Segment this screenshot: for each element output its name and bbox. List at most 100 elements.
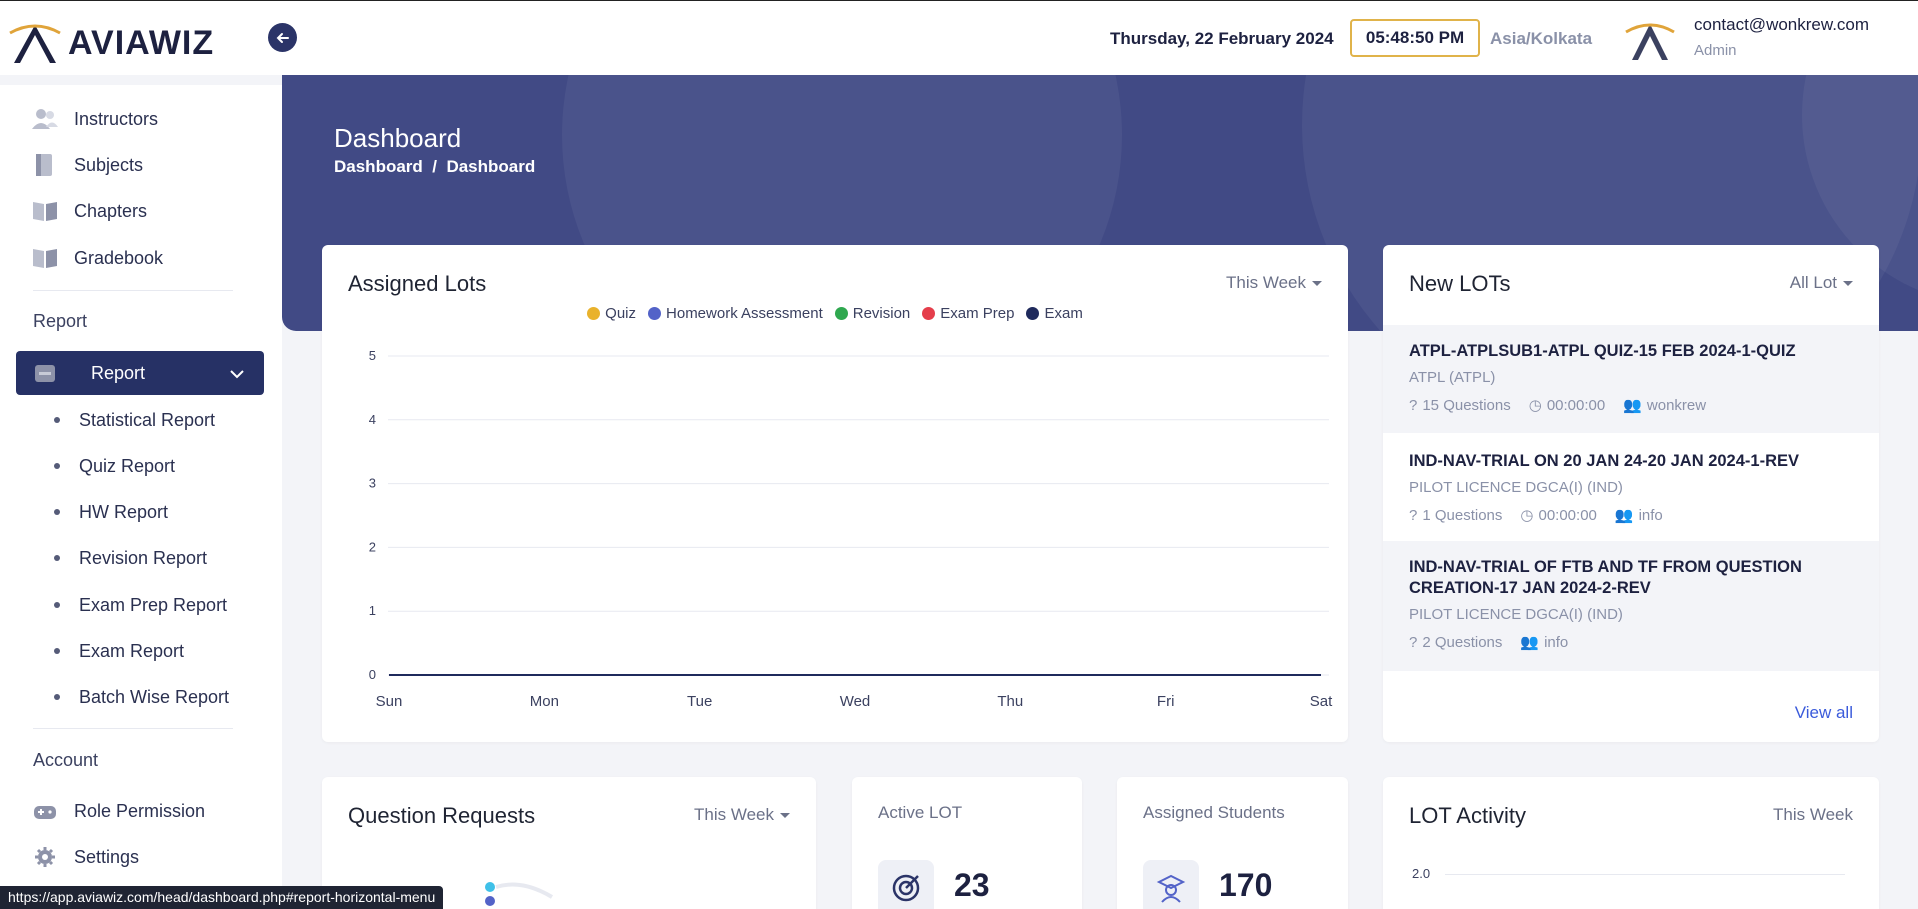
new-lots-filter-dropdown[interactable]: All Lot <box>1790 273 1853 293</box>
sidebar-subitem-batch-wise-report[interactable]: Batch Wise Report <box>0 680 282 714</box>
chart-ytick-label: 3 <box>369 476 376 491</box>
sidebar: Instructors Subjects Chapters Gradebook … <box>0 85 282 909</box>
sidebar-subitem-label: Exam Prep Report <box>79 594 228 615</box>
bullet-icon <box>54 694 60 700</box>
sidebar-section-account: Account <box>33 750 99 770</box>
avatar-logo-icon <box>1625 23 1675 60</box>
caret-down-icon <box>1312 281 1322 287</box>
target-icon <box>878 860 934 909</box>
lot-activity-filter[interactable]: This Week <box>1773 805 1853 824</box>
lot-title: IND-NAV-TRIAL ON 20 JAN 24-20 JAN 2024-1… <box>1409 452 1800 470</box>
lot-title: ATPL-ATPLSUB1-ATPL QUIZ-15 FEB 2024-1-QU… <box>1409 342 1796 360</box>
gear-icon <box>32 844 58 870</box>
sidebar-item-label: Gradebook <box>74 247 164 268</box>
legend-item-quiz[interactable]: Quiz <box>587 305 636 322</box>
avatar[interactable] <box>1622 18 1678 62</box>
radial-chart-icon <box>485 882 554 906</box>
sidebar-item-gradebook[interactable]: Gradebook <box>0 238 282 278</box>
sidebar-item-role-permission[interactable]: Role Permission <box>0 791 282 831</box>
assigned-students-card: Assigned Students 170 <box>1117 777 1348 909</box>
sidebar-subitem-exam-report[interactable]: Exam Report <box>0 634 282 668</box>
legend-label: Quiz <box>605 305 637 322</box>
chart-xtick-label: Fri <box>1157 693 1175 710</box>
sidebar-subitem-label: Batch Wise Report <box>79 686 230 707</box>
sidebar-subitem-exam-prep-report[interactable]: Exam Prep Report <box>0 588 282 622</box>
chart-ytick-label: 4 <box>369 412 376 427</box>
lot-item[interactable]: IND-NAV-TRIAL ON 20 JAN 24-20 JAN 2024-1… <box>1383 433 1879 541</box>
lot-item[interactable]: ATPL-ATPLSUB1-ATPL QUIZ-15 FEB 2024-1-QU… <box>1383 325 1879 433</box>
legend-swatch <box>648 307 662 320</box>
lot-questions: 2 Questions <box>1422 633 1503 651</box>
user-role: Admin <box>1694 42 1737 59</box>
user-email[interactable]: contact@wonkrew.com <box>1694 15 1870 34</box>
sidebar-item-subjects[interactable]: Subjects <box>0 145 282 185</box>
question-icon: ? <box>1409 506 1418 524</box>
open-book-icon <box>32 198 58 224</box>
user-icon: 👥 <box>1623 397 1642 414</box>
sidebar-item-label: Role Permission <box>74 800 206 821</box>
assigned-lots-chart: 0 1 2 3 4 5 Sun Mon Tue Wed Thu Fri Sat <box>369 348 1333 710</box>
sidebar-item-chapters[interactable]: Chapters <box>0 191 282 231</box>
lot-course: PILOT LICENCE DGCA(I) (IND) <box>1409 479 1623 496</box>
chart-ytick-label: 0 <box>369 667 376 682</box>
browser-status-url: https://app.aviawiz.com/head/dashboard.p… <box>0 886 444 909</box>
sidebar-divider <box>33 728 233 729</box>
legend-item-exam-prep[interactable]: Exam Prep <box>922 305 1014 322</box>
collapse-sidebar-button[interactable] <box>268 23 297 52</box>
bullet-icon <box>54 463 60 469</box>
lot-course: PILOT LICENCE DGCA(I) (IND) <box>1409 606 1623 623</box>
timezone: Asia/Kolkata <box>1490 29 1593 48</box>
legend-item-revision[interactable]: Revision <box>834 305 911 322</box>
chart-ytick-label: 2 <box>369 539 376 554</box>
active-lot-card: Active LOT 23 <box>852 777 1082 909</box>
sidebar-item-label: Subjects <box>74 154 144 175</box>
stat-value: 23 <box>954 867 990 903</box>
legend-swatch <box>922 307 936 320</box>
assigned-lots-filter-dropdown[interactable]: This Week <box>1226 273 1322 293</box>
aviawiz-logo-icon <box>9 24 61 63</box>
report-icon <box>34 363 56 388</box>
chart-ytick-label: 1 <box>369 603 376 618</box>
student-icon <box>1143 860 1199 909</box>
lot-meta: ? 15 Questions ◷ 00:00:00 👥 wonkrew <box>1409 396 1706 415</box>
sidebar-subitem-label: HW Report <box>79 501 169 522</box>
sidebar-subitem-label: Revision Report <box>79 547 208 568</box>
bullet-icon <box>54 555 60 561</box>
sidebar-item-label: Settings <box>74 846 140 867</box>
bullet-icon <box>54 417 60 423</box>
sidebar-subitem-quiz-report[interactable]: Quiz Report <box>0 449 282 483</box>
legend-item-homework-assessment[interactable]: Homework Assessment <box>648 305 823 322</box>
legend-item-exam[interactable]: Exam <box>1026 305 1083 322</box>
sidebar-subitem-revision-report[interactable]: Revision Report <box>0 541 282 575</box>
current-date: Thursday, 22 February 2024 <box>1110 29 1334 48</box>
clock-icon: ◷ <box>1528 397 1542 414</box>
question-requests-filter-dropdown[interactable]: This Week <box>694 805 790 825</box>
question-icon: ? <box>1409 396 1418 414</box>
question-icon: ? <box>1409 633 1418 651</box>
breadcrumb-item[interactable]: Dashboard <box>446 157 536 176</box>
legend-label: Revision <box>852 305 911 322</box>
chart-ytick-label: 5 <box>369 348 376 363</box>
legend-label: Exam <box>1044 305 1083 322</box>
legend-label: Exam Prep <box>940 305 1015 322</box>
filter-label: This Week <box>694 805 774 824</box>
sidebar-subitem-statistical-report[interactable]: Statistical Report <box>0 403 282 437</box>
sidebar-subitem-label: Quiz Report <box>79 455 176 476</box>
arrow-left-icon <box>276 32 289 43</box>
caret-down-icon <box>780 813 790 819</box>
breadcrumb-item[interactable]: Dashboard <box>334 157 423 176</box>
sidebar-item-instructors[interactable]: Instructors <box>0 99 282 139</box>
lot-item[interactable]: IND-NAV-TRIAL OF FTB AND TF FROM QUESTIO… <box>1383 541 1879 671</box>
lot-meta: ? 1 Questions ◷ 00:00:00 👥 info <box>1409 506 1663 525</box>
sidebar-item-report[interactable]: Report <box>16 351 264 395</box>
filter-label: All Lot <box>1789 273 1837 292</box>
lot-activity-ytick: 2.0 <box>1412 866 1431 881</box>
view-all-link[interactable]: View all <box>1794 703 1853 722</box>
sidebar-subitem-label: Statistical Report <box>79 409 216 430</box>
sidebar-subitem-hw-report[interactable]: HW Report <box>0 495 282 529</box>
brand-logo[interactable]: AVIAWIZ <box>8 21 214 65</box>
sidebar-item-settings[interactable]: Settings <box>0 837 282 877</box>
caret-down-icon <box>1843 281 1853 287</box>
card-title: New LOTs <box>1409 271 1511 296</box>
clock-icon: ◷ <box>1520 507 1534 524</box>
